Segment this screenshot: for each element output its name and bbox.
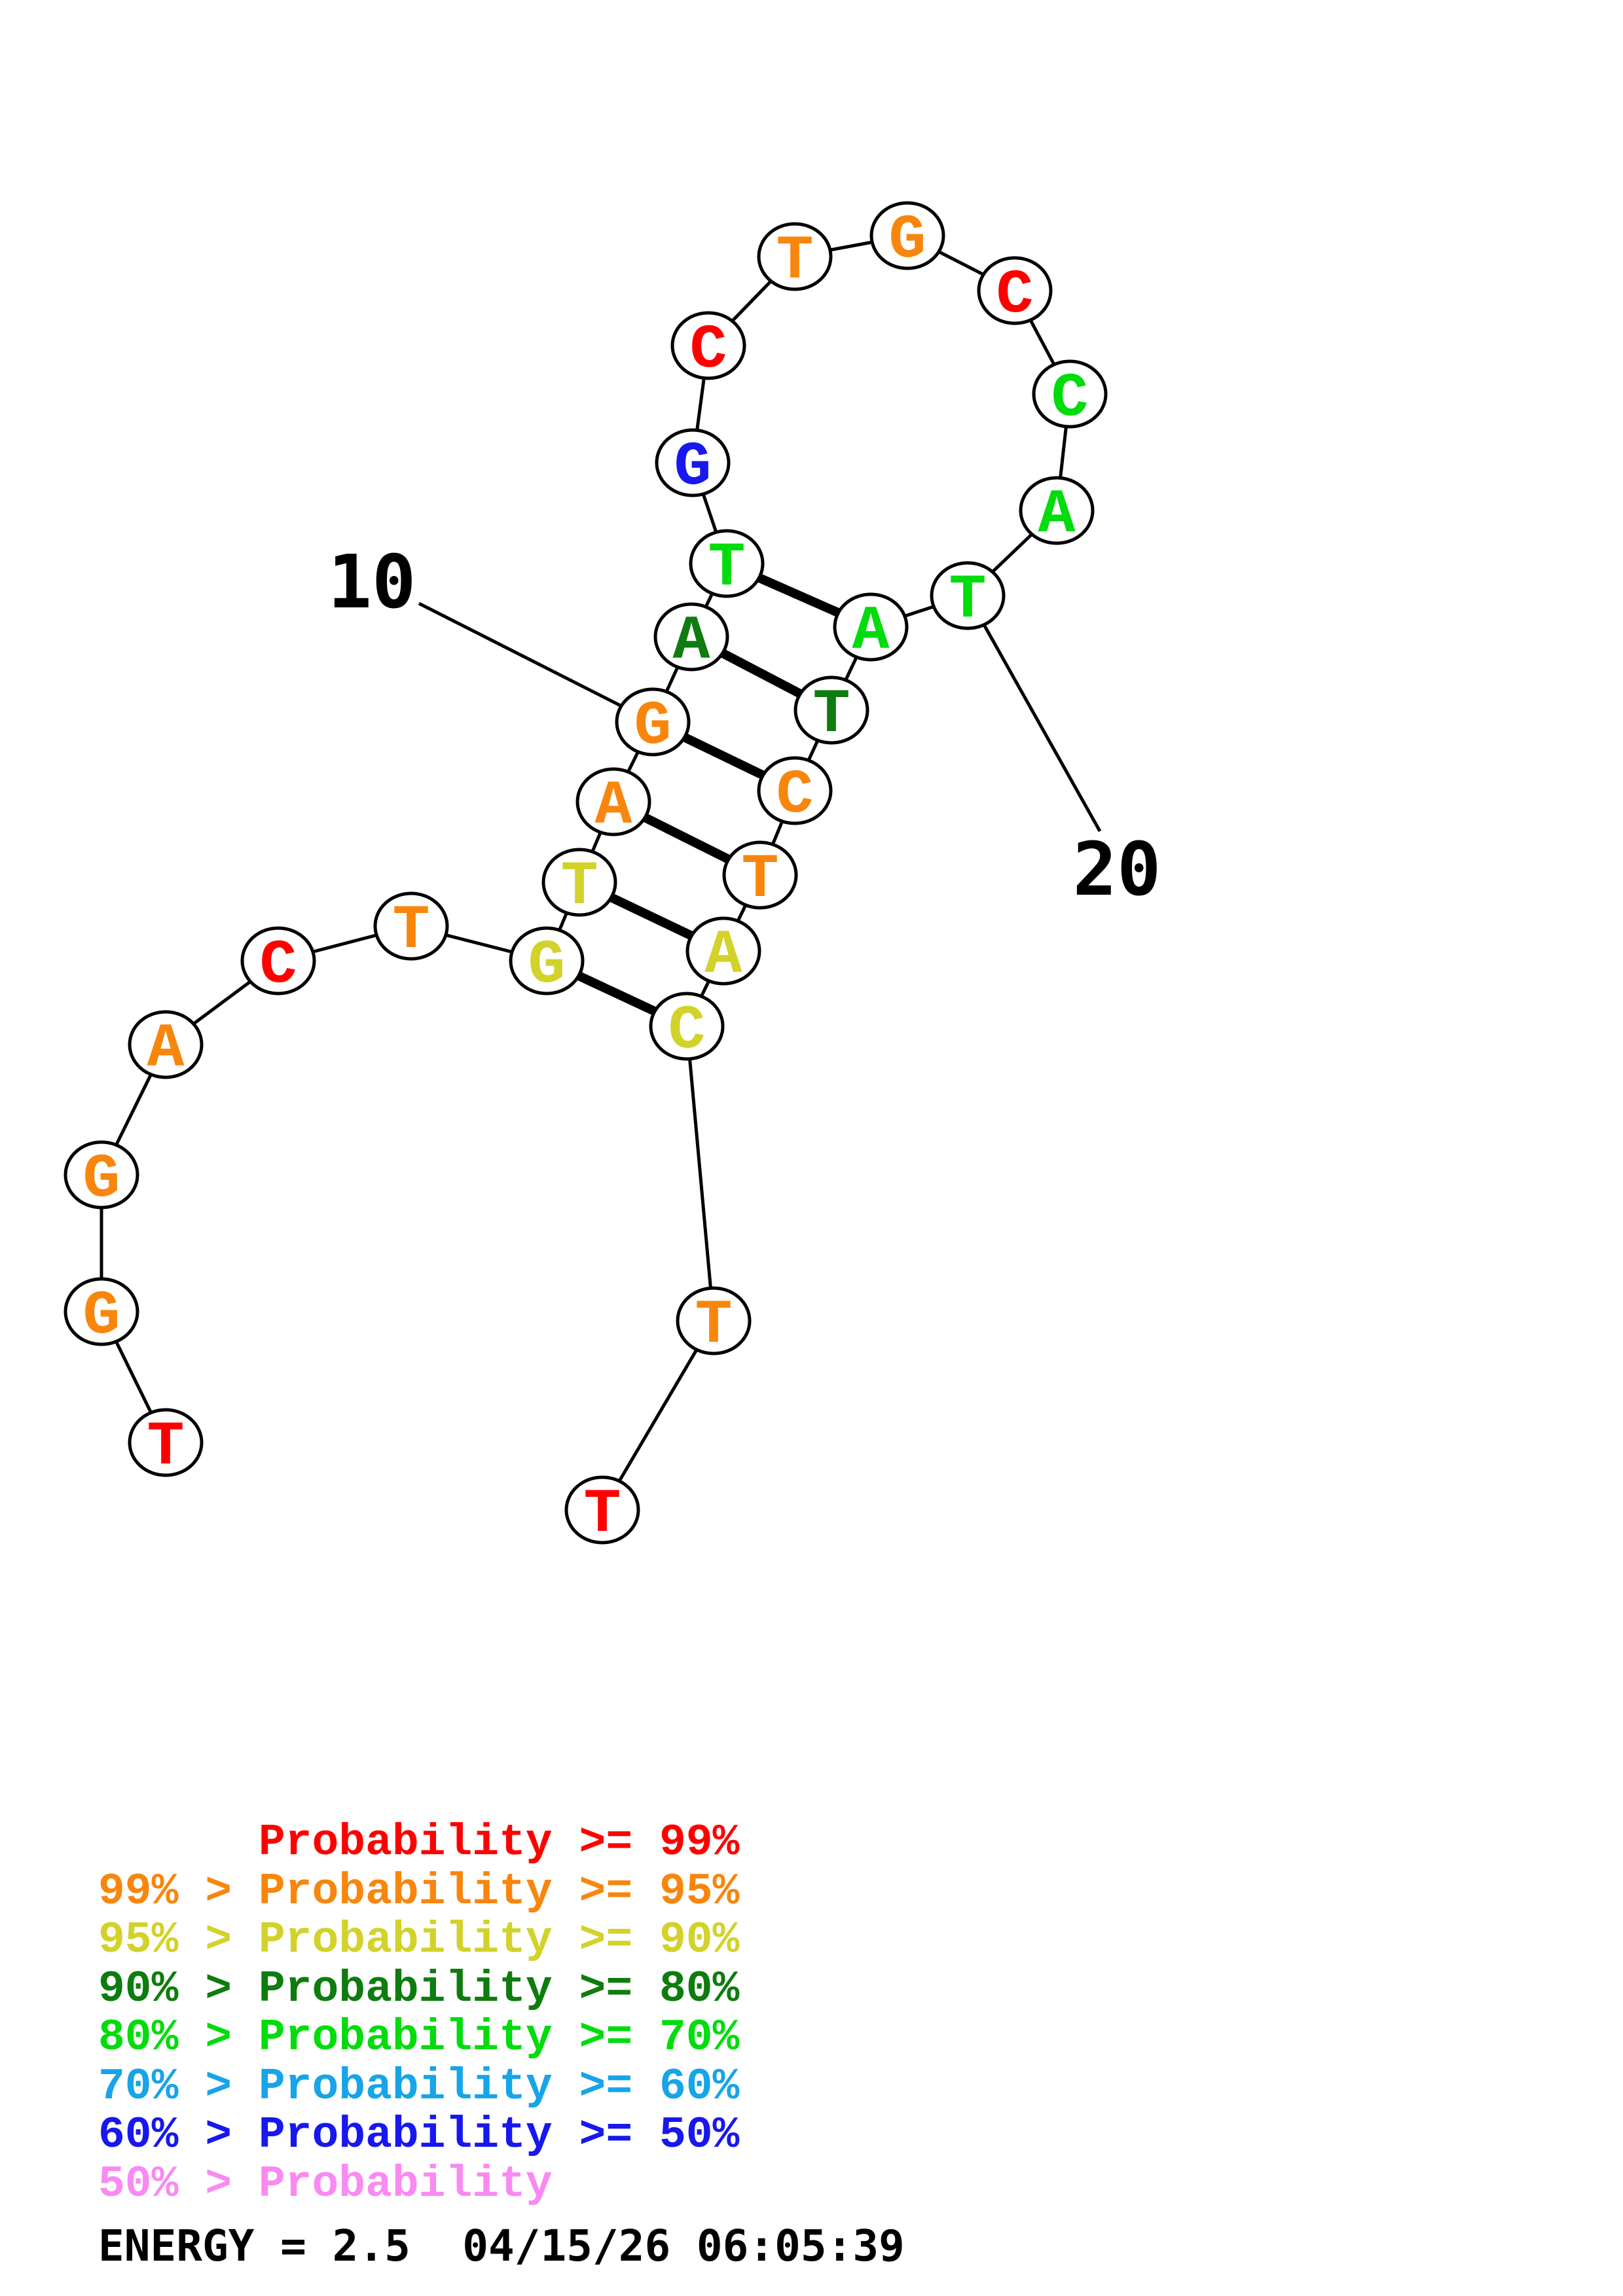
residue-letter: T	[708, 533, 745, 603]
residue-circle	[977, 256, 1053, 325]
residue-letter: T	[695, 1290, 732, 1361]
residue-circle	[670, 311, 746, 380]
residue-letter: T	[949, 565, 986, 636]
residue-circle	[128, 1010, 204, 1079]
residue-circle	[1019, 476, 1095, 545]
residue-letter: G	[888, 205, 926, 276]
legend-item: 80% > Probability >= 70%	[98, 2013, 740, 2063]
residue-letter: C	[776, 760, 813, 831]
residue-circle	[685, 916, 761, 986]
residue-letter: C	[689, 315, 727, 386]
residue-letter: A	[672, 606, 710, 677]
residue-circle	[833, 592, 909, 662]
probability-legend: Probability >= 99% 99% > Probability >= 9…	[98, 1818, 740, 2210]
residue-letter: T	[147, 1412, 184, 1482]
backbone-segment	[685, 1026, 716, 1321]
residue-circle	[689, 529, 765, 598]
residue-circle	[649, 992, 725, 1061]
residue-letter: A	[594, 771, 632, 842]
residue-letter: T	[583, 1479, 621, 1550]
residue-letter: G	[82, 1281, 120, 1352]
energy-annotation: ENERGY = 2.5 04/15/26 06:05:39	[98, 2221, 905, 2271]
residue-letter: C	[996, 260, 1033, 331]
residue-circle	[793, 675, 869, 745]
residue-circle	[575, 767, 651, 836]
number-pointer-line	[966, 594, 1102, 833]
residue-letter: T	[560, 852, 598, 922]
legend-item: 95% > Probability >= 90%	[98, 1915, 740, 1965]
residue-circle	[615, 687, 691, 757]
residue-letter: A	[704, 920, 742, 991]
residue-circle	[373, 891, 449, 961]
residue-circle	[869, 201, 945, 270]
residue-letter: C	[259, 930, 297, 1001]
residue-letter: G	[634, 691, 671, 762]
residue-letter: A	[1038, 480, 1076, 550]
legend-item: 90% > Probability >= 80%	[98, 1964, 740, 2015]
residue-letter: T	[812, 679, 850, 750]
residue-circle	[655, 428, 731, 497]
legend-item: 99% > Probability >= 95%	[98, 1866, 740, 1917]
residue-letter: A	[147, 1014, 185, 1085]
residue-letter: A	[852, 596, 890, 667]
residue-circle	[757, 756, 833, 825]
residue-circle	[541, 848, 617, 917]
residue-letter: G	[528, 930, 565, 1001]
residue-circle	[757, 222, 833, 291]
residue-letter: C	[668, 996, 705, 1066]
residue-circle	[509, 926, 585, 996]
residue-circle	[930, 561, 1006, 630]
residue-circle	[676, 1286, 752, 1355]
sequence-number-label: 10	[328, 540, 416, 625]
residue-letter: G	[674, 432, 711, 503]
legend-item: 70% > Probability >= 60%	[98, 2061, 740, 2112]
backbone-segment	[600, 1319, 716, 1511]
residue-circle	[64, 1140, 139, 1210]
residue-circle	[564, 1475, 640, 1545]
legend-item: Probability >= 99%	[98, 1818, 740, 1868]
residue-letter: G	[82, 1144, 120, 1215]
residue-circle	[1032, 359, 1108, 429]
residue-letter: T	[392, 895, 429, 966]
sequence-number-label: 20	[1073, 827, 1161, 912]
number-pointer-line	[418, 601, 654, 724]
residue-letter: C	[1051, 363, 1088, 434]
residue-circle	[64, 1277, 139, 1346]
residue-letter: T	[776, 226, 813, 296]
residue-letter: T	[741, 844, 778, 915]
legend-item: 50% > Probability	[98, 2159, 553, 2210]
residue-circle	[240, 926, 316, 996]
legend-item: 60% > Probability >= 50%	[98, 2110, 740, 2161]
residue-circle	[128, 1408, 204, 1477]
residue-circle	[653, 602, 729, 672]
residue-circle	[722, 840, 798, 910]
